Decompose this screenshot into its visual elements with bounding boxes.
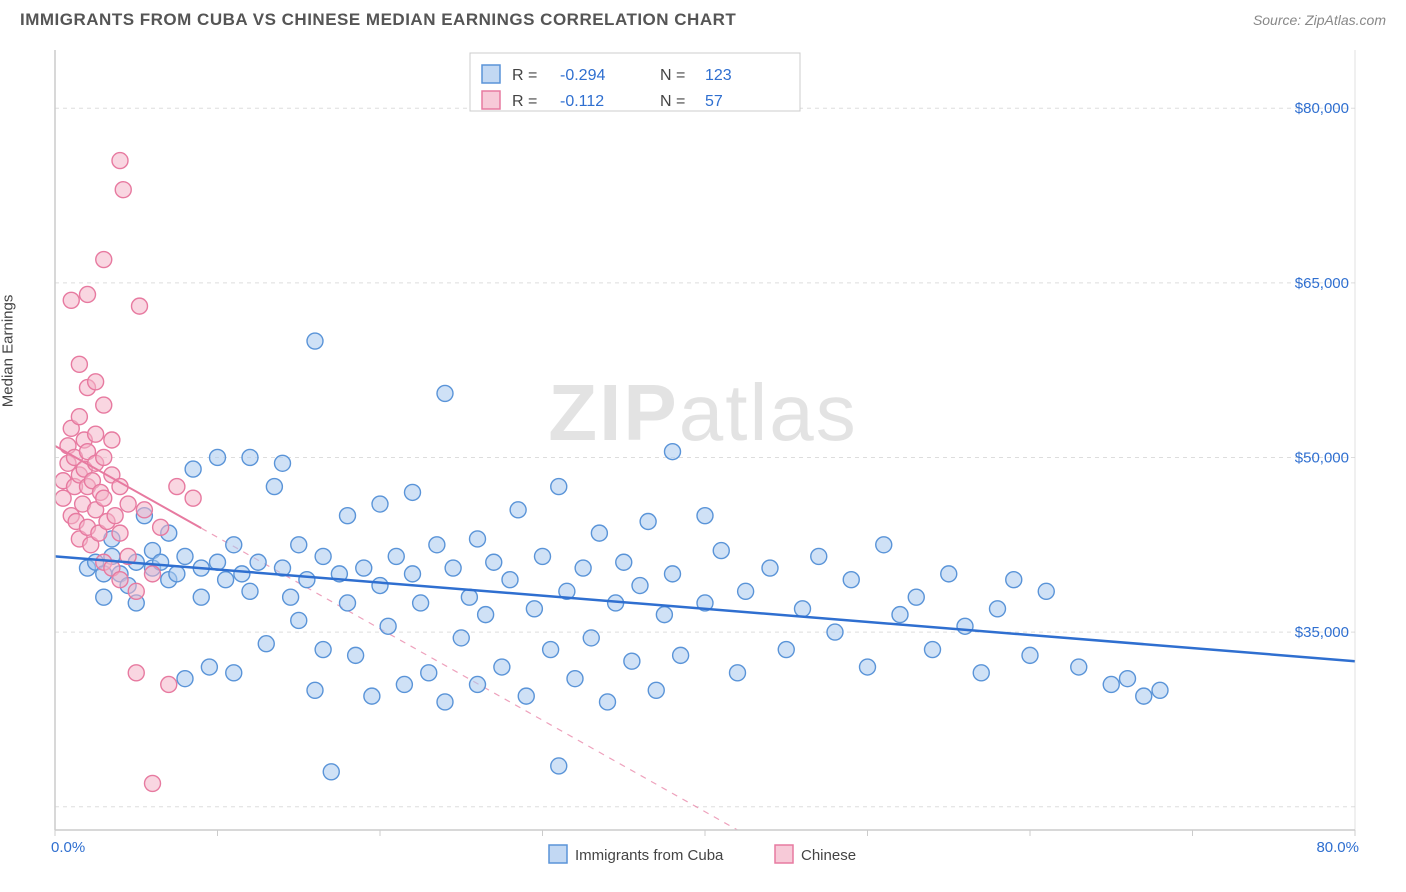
svg-text:123: 123 <box>705 67 732 84</box>
svg-text:R =: R = <box>512 67 537 84</box>
svg-text:N =: N = <box>660 67 685 84</box>
chart-title: IMMIGRANTS FROM CUBA VS CHINESE MEDIAN E… <box>20 10 736 30</box>
svg-text:-0.294: -0.294 <box>560 67 605 84</box>
svg-text:$65,000: $65,000 <box>1295 275 1349 292</box>
correlation-scatter-chart: $35,000 $50,000 $65,000 $80,000 0.0% 80.0% R =… <box>0 35 1406 875</box>
svg-text:-0.112: -0.112 <box>560 93 604 110</box>
source-attribution: Source: ZipAtlas.com <box>1253 12 1386 28</box>
series-1 <box>55 153 201 792</box>
svg-text:$50,000: $50,000 <box>1295 449 1349 466</box>
svg-text:57: 57 <box>705 93 723 110</box>
svg-text:80.0%: 80.0% <box>1316 839 1359 856</box>
svg-text:Chinese: Chinese <box>801 847 856 864</box>
svg-text:$80,000: $80,000 <box>1295 100 1349 117</box>
svg-text:Immigrants from Cuba: Immigrants from Cuba <box>575 847 724 864</box>
svg-text:N =: N = <box>660 93 685 110</box>
series-0 <box>80 333 1169 780</box>
svg-text:$35,000: $35,000 <box>1295 624 1349 641</box>
svg-text:0.0%: 0.0% <box>51 839 85 856</box>
svg-text:R =: R = <box>512 93 537 110</box>
y-axis-label: Median Earnings <box>0 295 17 408</box>
